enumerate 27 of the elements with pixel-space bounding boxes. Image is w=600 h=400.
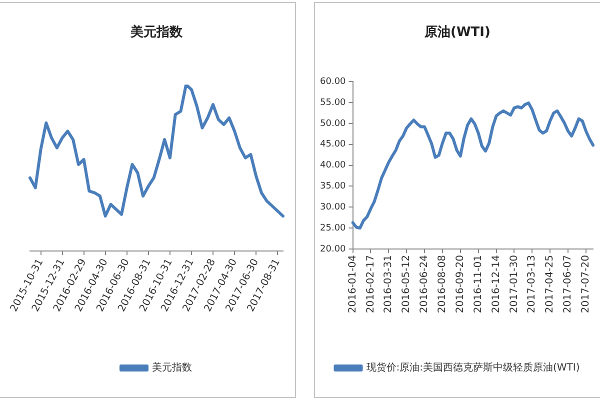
y-tick-label: 50.00	[320, 118, 346, 129]
x-tick-label: 2016-12-14	[490, 255, 502, 314]
x-tick-label: 2017-07-20	[580, 255, 592, 314]
x-tick-label: 2017-01-30	[508, 255, 520, 314]
x-tick-label: 2017-03-13	[526, 255, 538, 314]
y-tick-label: 25.00	[320, 223, 346, 234]
x-tick-label: 2016-09-20	[454, 255, 466, 314]
x-tick-label: 2016-03-31	[383, 255, 394, 314]
chart-title: 美元指数	[130, 24, 184, 40]
x-tick-label: 2017-06-07	[562, 255, 574, 314]
x-tick-label: 2016-05-12	[401, 255, 412, 314]
x-tick-label: 2016-11-01	[472, 255, 484, 314]
legend-label: 现货价:原油:美国西德克萨斯中级轻质原油(WTI)	[366, 362, 580, 374]
y-tick-label: 55.00	[320, 98, 346, 108]
legend-label: 美元指数	[152, 362, 192, 374]
y-tick-label: 60.00	[320, 76, 346, 87]
y-tick-label: 40.00	[320, 160, 346, 171]
x-tick-label: 2016-06-24	[419, 255, 430, 314]
y-tick-label: 30.00	[320, 202, 346, 212]
y-tick-label: 45.00	[320, 140, 346, 150]
x-tick-label: 2017-04-25	[544, 255, 556, 314]
x-tick-label: 2016-08-08	[437, 255, 448, 314]
x-tick-label: 2016-02-17	[365, 255, 376, 314]
x-tick-label: 2016-01-04	[347, 255, 358, 314]
chart-title: 原油(WTI)	[424, 25, 490, 40]
y-tick-label: 20.00	[320, 244, 346, 254]
y-tick-label: 35.00	[320, 182, 346, 192]
